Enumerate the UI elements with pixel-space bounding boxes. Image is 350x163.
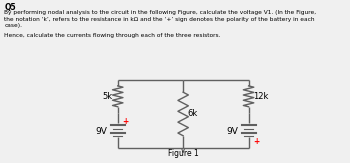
Text: case).: case). <box>4 23 22 28</box>
Text: 6k: 6k <box>188 110 198 119</box>
Text: Figure 1: Figure 1 <box>168 149 198 158</box>
Text: +: + <box>253 137 259 146</box>
Text: 9V: 9V <box>96 127 107 136</box>
Text: 5k: 5k <box>103 92 112 101</box>
Text: the notation ‘k’, refers to the resistance in kΩ and the ‘+’ sign denotes the po: the notation ‘k’, refers to the resistan… <box>4 16 315 22</box>
Text: +: + <box>122 117 128 126</box>
Text: 12k: 12k <box>253 92 268 101</box>
Text: By performing nodal analysis to the circuit in the following Figure, calculate t: By performing nodal analysis to the circ… <box>4 10 316 15</box>
Text: Q5: Q5 <box>4 3 16 12</box>
Text: Hence, calculate the currents flowing through each of the three resistors.: Hence, calculate the currents flowing th… <box>4 33 221 38</box>
Text: 9V: 9V <box>226 127 238 136</box>
